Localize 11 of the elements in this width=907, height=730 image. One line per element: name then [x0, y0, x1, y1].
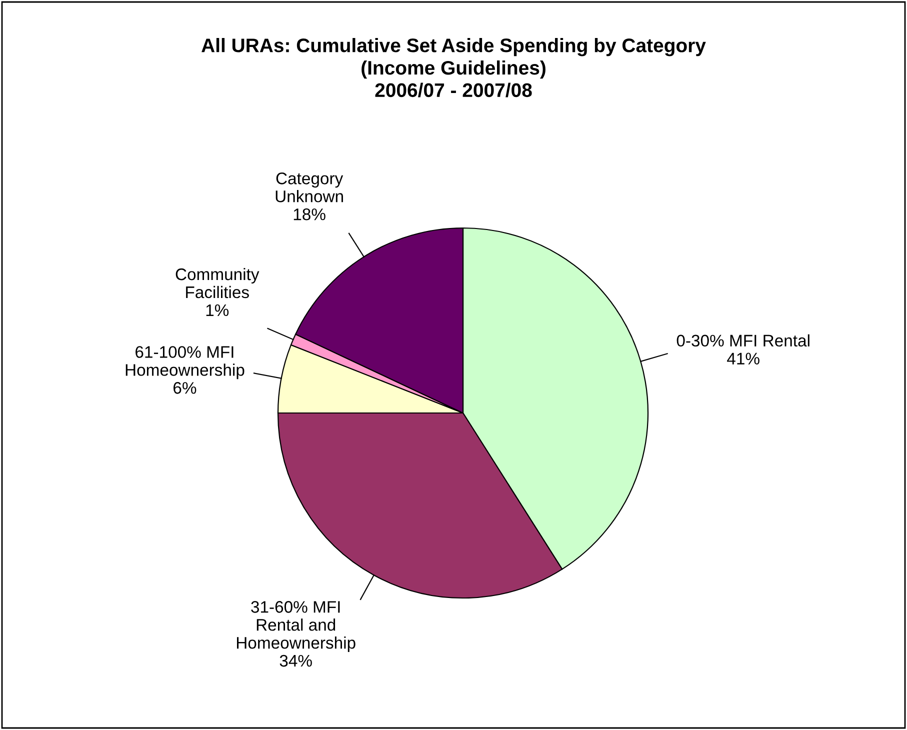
- chart-title: All URAs: Cumulative Set Aside Spending by Category (Income Guidelines) 2006/07 - 2007/08: [202, 38, 706, 98]
- data-label: 34%: [280, 654, 312, 667]
- slice-label: Community Facilities: [176, 268, 260, 298]
- data-label: 41%: [727, 352, 760, 364]
- slice-label: Category Unknown: [276, 172, 344, 202]
- data-label: 18%: [294, 208, 326, 220]
- slice-label: 61-100% MFI Homeownership: [126, 346, 244, 380]
- data-label: 1%: [206, 304, 229, 316]
- data-label: 6%: [174, 382, 196, 394]
- slice-label: 0-30% MFI Rental: [676, 334, 810, 347]
- slice-label: 31-60% MFI Rental and Homeownership: [237, 601, 356, 652]
